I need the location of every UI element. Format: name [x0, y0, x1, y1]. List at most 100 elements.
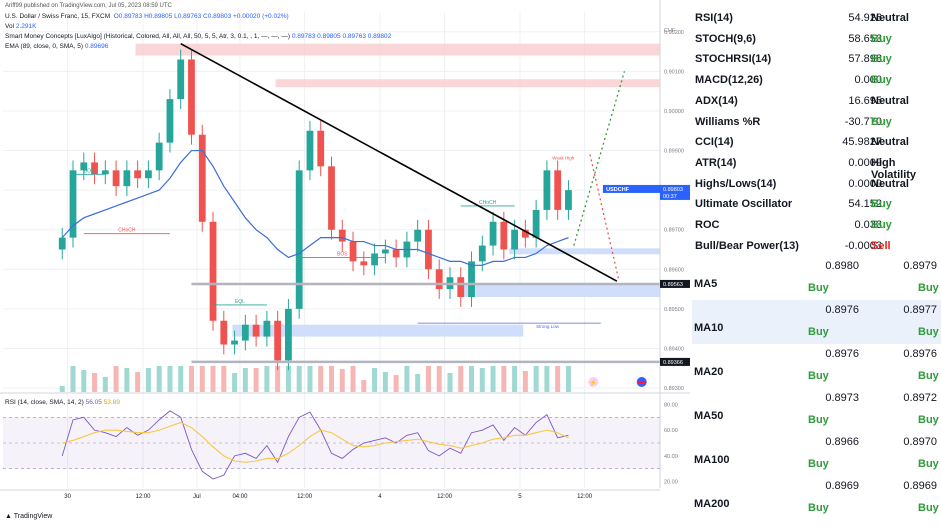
us-flag-stripe: [637, 381, 646, 383]
moving-average-sma-value: 0.8969: [825, 480, 859, 492]
moving-average-ema-value: 0.8970: [903, 436, 937, 448]
oscillator-name: ROC: [695, 219, 720, 231]
oscillator-action: Neutral: [871, 136, 909, 149]
oscillator-action: Sell: [871, 239, 891, 252]
moving-average-row: MA50 0.8973 0.8972 Buy Buy: [692, 388, 941, 432]
oscillator-action: Neutral: [871, 177, 909, 190]
moving-average-row: MA100 0.8966 0.8970 Buy Buy: [692, 432, 941, 476]
moving-average-ema-action: Buy: [918, 414, 939, 426]
oscillator-name: ATR(14): [695, 156, 737, 169]
volume-bar: [350, 366, 356, 392]
volume-bar: [59, 386, 65, 392]
candle-body: [511, 229, 518, 250]
volume-bar: [102, 377, 108, 392]
candle-body: [457, 277, 465, 297]
volume-bar: [92, 373, 98, 392]
price-tick-label: 0.89700: [664, 228, 684, 234]
volume-bar: [275, 366, 281, 392]
ema-legend: EMA (89, close, 0, SMA, 5) 0.89696: [5, 43, 108, 50]
smc-label: Smart Money Concepts [LuxAlgo] (Historic…: [5, 33, 291, 40]
moving-average-ema-value: 0.8972: [903, 392, 937, 404]
oscillator-name: STOCH(9,6): [695, 32, 756, 45]
moving-average-sma-value: 0.8976: [825, 304, 859, 316]
smc-values: 0.89783 0.89805 0.89763 0.89802: [291, 33, 392, 40]
candle-body: [295, 170, 303, 309]
oscillator-row: Highs/Lows(14) 0.0000 Neutral: [692, 174, 941, 195]
rsi-label: RSI (14, close, SMA, 14, 2): [5, 399, 84, 406]
oscillator-action: Neutral: [871, 12, 909, 24]
ohlc-values: O0.89783 H0.89805 L0.89763 C0.89803 +0.0…: [113, 13, 289, 20]
ema-label: EMA (89, close, 0, SMA, 5): [5, 43, 84, 50]
candle-body: [220, 320, 228, 345]
candle-body: [112, 170, 120, 187]
oscillator-value: -0.0003: [844, 239, 882, 252]
oscillator-action: Buy: [871, 74, 892, 87]
volume-bar: [221, 366, 227, 392]
volume-bar: [544, 366, 550, 392]
tradingview-logo-text: TradingView: [13, 513, 53, 520]
structure-label: BOS: [337, 251, 348, 257]
moving-average-sma-action: Buy: [808, 282, 829, 294]
oscillator-name: STOCHRSI(14): [695, 53, 772, 66]
volume-value: 2.291K: [15, 23, 37, 30]
oscillator-name: Ultimate Oscillator: [695, 198, 793, 211]
chart-svg[interactable]: BOS CHoCH BOS CHoCH EQL Strong Low Weak High CH…: [0, 0, 690, 530]
structure-label: CHoCH: [118, 228, 136, 234]
oscillator-action: Buy: [871, 219, 892, 231]
oscillator-value: 0.000: [854, 74, 882, 87]
rsi-tick-label: 20.00: [664, 480, 678, 486]
moving-average-row: MA5 0.8980 0.8979 Buy Buy: [692, 256, 941, 300]
moving-average-row: MA20 0.8976 0.8976 Buy Buy: [692, 344, 941, 388]
demand-zone: [458, 283, 660, 297]
moving-average-row: MA200 0.8969 0.8969 Buy Buy: [692, 476, 941, 520]
oscillator-value: 0.033: [854, 219, 882, 231]
moving-average-sma-action: Buy: [808, 414, 829, 426]
moving-average-name: MA20: [694, 366, 724, 378]
supply-zone: [275, 79, 660, 88]
oscillator-row: ADX(14) 16.695 Neutral: [692, 91, 941, 112]
rsi-ma-value: 53.89: [103, 399, 120, 406]
rsi-legend: RSI (14, close, SMA, 14, 2) 56.05 53.89: [5, 399, 120, 406]
trendline: [180, 42, 618, 282]
volume-bar: [404, 366, 410, 392]
chart-panel[interactable]: BOS CHoCH BOS CHoCH EQL Strong Low Weak High CH…: [0, 0, 690, 530]
time-tick-label: 12:00: [136, 494, 152, 500]
oscillator-action: Buy: [871, 115, 892, 128]
candle-body: [565, 190, 572, 210]
bearish-projection-arrow: [589, 154, 620, 282]
volume-bar: [167, 366, 173, 392]
candle-body: [241, 324, 249, 341]
oscillator-name: ADX(14): [695, 94, 738, 107]
tradingview-logo[interactable]: ▲ TradingView: [5, 513, 52, 520]
moving-average-name: MA10: [694, 322, 724, 334]
candle-body: [101, 170, 109, 175]
candle-body: [468, 261, 475, 297]
candle-body: [349, 241, 357, 262]
oscillator-row: ATR(14) 0.0009 High Volatility: [692, 153, 941, 181]
price-tick-label: 0.90000: [664, 109, 684, 115]
oscillator-row: Williams %R -30.770 Buy: [692, 112, 941, 133]
symbol-title: U.S. Dollar / Swiss Franc, 15, FXCM O0.8…: [5, 13, 289, 20]
structure-label: CHoCH: [479, 200, 497, 206]
volume-bar: [361, 380, 367, 392]
candle-body: [425, 229, 432, 270]
volume-bar: [156, 366, 162, 392]
volume-bar: [329, 366, 334, 392]
volume-bar: [318, 366, 324, 392]
price-tick-label: 0.89300: [664, 386, 684, 392]
candle-body: [91, 162, 98, 175]
candle-body: [209, 221, 217, 321]
price-tick-label: 0.89500: [664, 307, 684, 313]
price-tick-label: 0.89400: [664, 346, 684, 352]
candle-body: [317, 130, 325, 167]
rsi-tick-label: 60.00: [664, 428, 678, 434]
volume-bar: [296, 366, 302, 392]
key-level-tag-bg: [660, 357, 690, 366]
moving-average-ema-action: Buy: [918, 370, 939, 382]
rsi-tick-label: 80.00: [664, 402, 678, 408]
chart-background: [0, 0, 690, 530]
oscillator-name: MACD(12,26): [695, 74, 763, 87]
time-tick-label: 5: [518, 494, 522, 500]
candle-body: [285, 308, 292, 361]
volume-bar: [253, 368, 259, 392]
